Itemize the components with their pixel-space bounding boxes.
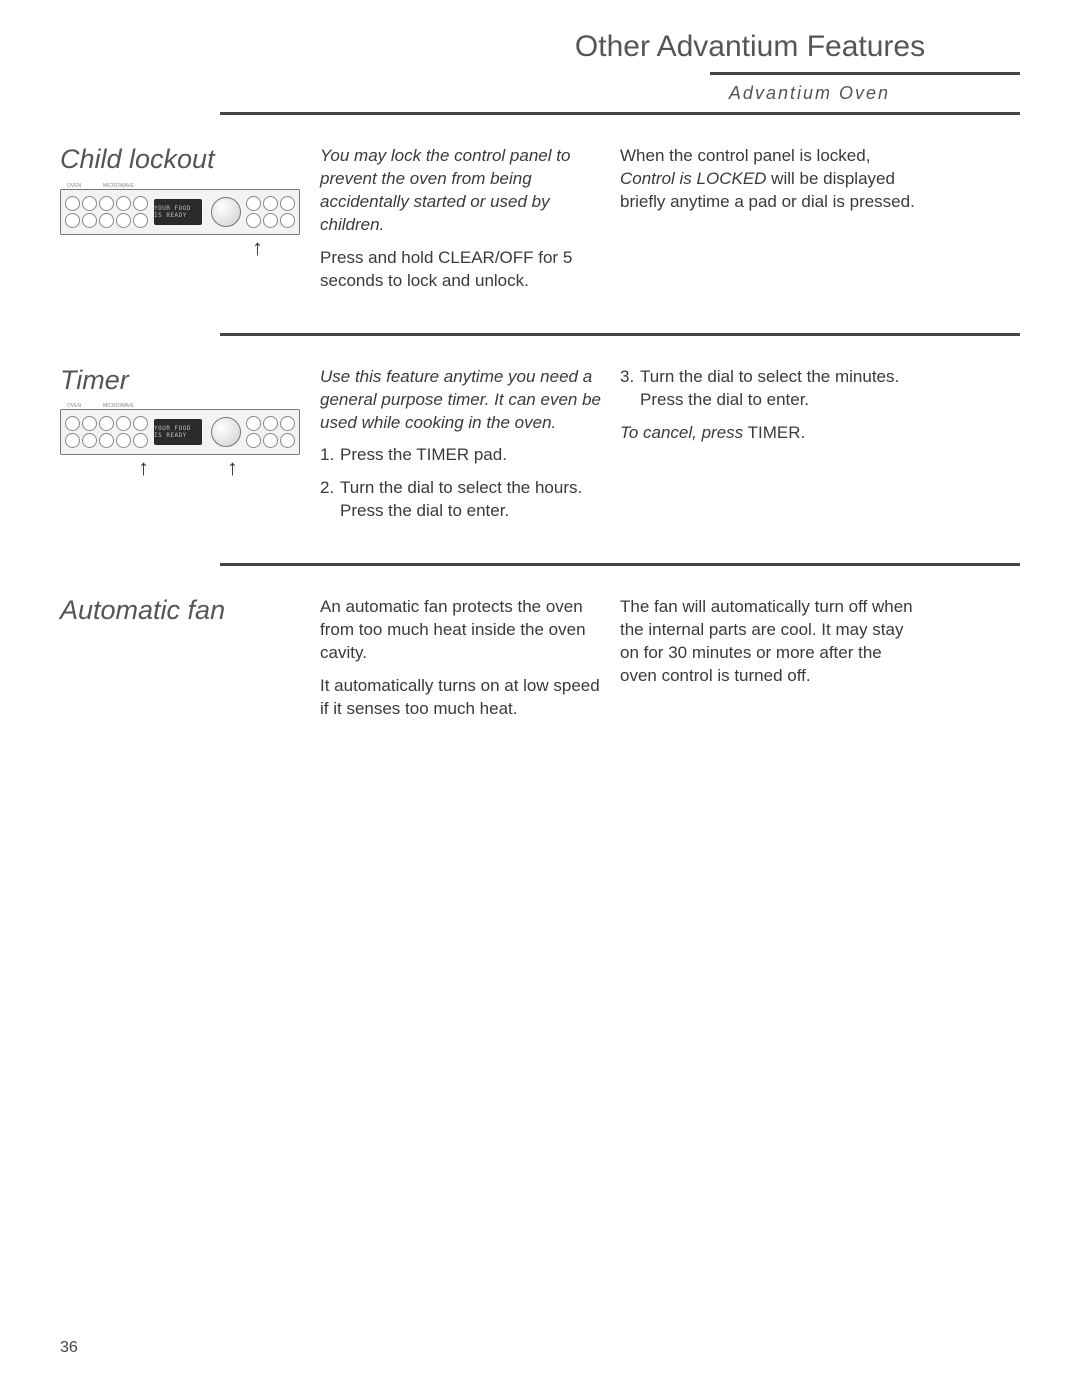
panel-btn bbox=[280, 416, 295, 431]
mid-col: Use this feature anytime you need a gene… bbox=[320, 366, 620, 534]
panel-btn bbox=[82, 196, 97, 211]
section-automatic-fan: Automatic fan An automatic fan protects … bbox=[60, 566, 1020, 761]
text: TIMER. bbox=[743, 423, 805, 442]
panel-btn bbox=[263, 416, 278, 431]
feature-heading: Timer bbox=[60, 366, 320, 396]
panel-btn bbox=[65, 213, 80, 228]
step-text: Press the TIMER pad. bbox=[340, 444, 507, 467]
panel-btn bbox=[263, 433, 278, 448]
panel-btn bbox=[65, 196, 80, 211]
step-item: 3.Turn the dial to select the minutes. P… bbox=[620, 366, 920, 412]
panel-btn bbox=[116, 416, 131, 431]
step-num: 3. bbox=[620, 366, 640, 412]
panel-btn bbox=[263, 213, 278, 228]
body-text: It automatically turns on at low speed i… bbox=[320, 675, 604, 721]
steps-list: 3.Turn the dial to select the minutes. P… bbox=[620, 366, 920, 412]
panel-label: OVEN bbox=[67, 183, 81, 189]
panel-btn bbox=[99, 433, 114, 448]
control-panel-illustration: OVEN MICROWAVE YOUR FOOD IS READY bbox=[60, 409, 300, 455]
panel-btn bbox=[99, 416, 114, 431]
panel-btn bbox=[99, 213, 114, 228]
arrow-icon: ↑ bbox=[138, 455, 149, 481]
panel-btn bbox=[280, 433, 295, 448]
panel-btn bbox=[82, 213, 97, 228]
left-col: Automatic fan bbox=[60, 596, 320, 731]
panel-dial bbox=[211, 197, 241, 227]
step-num: 2. bbox=[320, 477, 340, 523]
panel-display: YOUR FOOD IS READY bbox=[154, 199, 202, 225]
intro-text: Use this feature anytime you need a gene… bbox=[320, 366, 604, 435]
panel-btn bbox=[246, 433, 261, 448]
right-col: 3.Turn the dial to select the minutes. P… bbox=[620, 366, 920, 534]
panel-display: YOUR FOOD IS READY bbox=[154, 419, 202, 445]
manual-page: Other Advantium Features Advantium Oven … bbox=[0, 0, 1080, 1397]
header-rules: Advantium Oven bbox=[60, 72, 1020, 115]
body-text: An automatic fan protects the oven from … bbox=[320, 596, 604, 665]
feature-heading: Child lockout bbox=[60, 145, 320, 175]
arrow-row: ↑ bbox=[60, 235, 320, 275]
feature-heading: Automatic fan bbox=[60, 596, 320, 626]
step-text: Turn the dial to select the minutes. Pre… bbox=[640, 366, 920, 412]
panel-label: MICROWAVE bbox=[103, 183, 134, 189]
panel-btn bbox=[99, 196, 114, 211]
panel-btn bbox=[263, 196, 278, 211]
section-child-lockout: Child lockout OVEN MICROWAVE YOUR FOOD I… bbox=[60, 115, 1020, 333]
step-item: 1.Press the TIMER pad. bbox=[320, 444, 604, 467]
instruction-text: Press and hold CLEAR/OFF for 5 seconds t… bbox=[320, 247, 604, 293]
panel-btn bbox=[116, 196, 131, 211]
panel-dial bbox=[211, 417, 241, 447]
panel-btn bbox=[116, 433, 131, 448]
panel-btn bbox=[246, 196, 261, 211]
arrow-icon: ↑ bbox=[252, 235, 263, 261]
panel-btn bbox=[133, 416, 148, 431]
step-item: 2.Turn the dial to select the hours. Pre… bbox=[320, 477, 604, 523]
left-col: Child lockout OVEN MICROWAVE YOUR FOOD I… bbox=[60, 145, 320, 303]
step-text: Turn the dial to select the hours. Press… bbox=[340, 477, 604, 523]
panel-btn bbox=[280, 196, 295, 211]
panel-btn bbox=[133, 213, 148, 228]
note-text: When the control panel is locked, Contro… bbox=[620, 145, 920, 214]
mid-col: An automatic fan protects the oven from … bbox=[320, 596, 620, 731]
control-panel-illustration: OVEN MICROWAVE YOUR FOOD IS READY bbox=[60, 189, 300, 235]
panel-btn bbox=[116, 213, 131, 228]
panel-btn bbox=[246, 213, 261, 228]
steps-list: 1.Press the TIMER pad. 2.Turn the dial t… bbox=[320, 444, 604, 523]
panel-btn bbox=[133, 196, 148, 211]
panel-label: OVEN bbox=[67, 403, 81, 409]
arrow-icon: ↑ bbox=[227, 455, 238, 481]
intro-text: You may lock the control panel to preven… bbox=[320, 145, 604, 237]
right-col: When the control panel is locked, Contro… bbox=[620, 145, 920, 303]
arrow-row: ↑ ↑ bbox=[60, 455, 320, 495]
body-text: The fan will automatically turn off when… bbox=[620, 596, 920, 688]
left-col: Timer OVEN MICROWAVE YOUR FOOD IS READY … bbox=[60, 366, 320, 534]
subtitle: Advantium Oven bbox=[60, 75, 1020, 112]
panel-btn bbox=[82, 433, 97, 448]
right-col: The fan will automatically turn off when… bbox=[620, 596, 920, 731]
mid-col: You may lock the control panel to preven… bbox=[320, 145, 620, 303]
page-title: Other Advantium Features bbox=[480, 30, 1020, 64]
panel-btn bbox=[280, 213, 295, 228]
section-timer: Timer OVEN MICROWAVE YOUR FOOD IS READY … bbox=[60, 336, 1020, 564]
text: When the control panel is locked, bbox=[620, 146, 870, 165]
panel-btn bbox=[246, 416, 261, 431]
panel-label: MICROWAVE bbox=[103, 403, 134, 409]
cancel-text: To cancel, press TIMER. bbox=[620, 422, 920, 445]
panel-btn bbox=[65, 433, 80, 448]
text-em: To cancel, press bbox=[620, 423, 743, 442]
panel-btn bbox=[82, 416, 97, 431]
panel-btn bbox=[65, 416, 80, 431]
text-em: Control is LOCKED bbox=[620, 169, 766, 188]
step-num: 1. bbox=[320, 444, 340, 467]
panel-btn bbox=[133, 433, 148, 448]
page-number: 36 bbox=[60, 1339, 78, 1357]
